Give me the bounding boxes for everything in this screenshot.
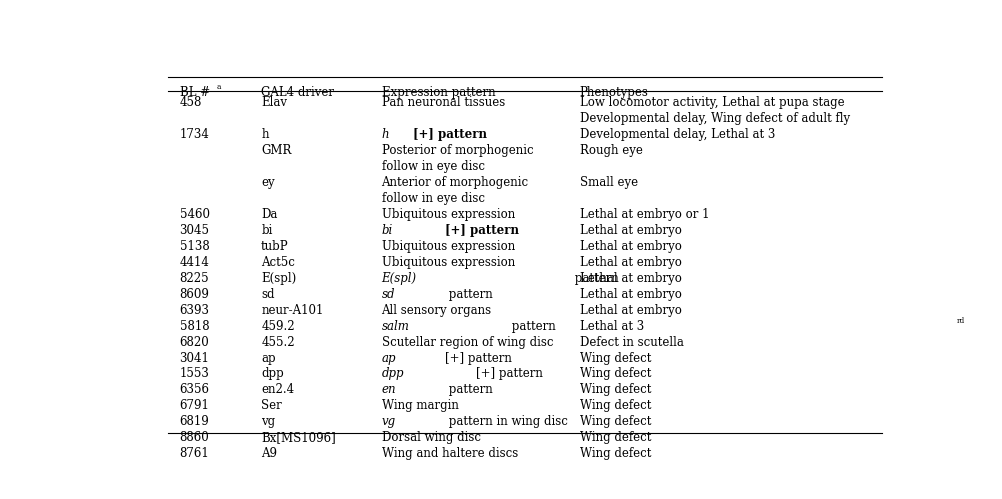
Text: 6791: 6791 — [179, 399, 209, 412]
Text: Wing and haltere discs: Wing and haltere discs — [382, 447, 518, 460]
Text: Ubiquitous expression: Ubiquitous expression — [382, 208, 515, 221]
Text: Ubiquitous expression: Ubiquitous expression — [382, 240, 515, 253]
Text: Scutellar region of wing disc: Scutellar region of wing disc — [382, 335, 553, 349]
Text: rd: rd — [957, 317, 965, 325]
Text: [+] pattern: [+] pattern — [445, 224, 519, 237]
Text: tubP: tubP — [262, 240, 289, 253]
Text: Posterior of morphogenic: Posterior of morphogenic — [382, 144, 533, 157]
Text: Rough eye: Rough eye — [579, 144, 642, 157]
Text: pattern in wing disc: pattern in wing disc — [445, 415, 567, 428]
Text: bi: bi — [382, 224, 393, 237]
Text: Lethal at embryo: Lethal at embryo — [579, 304, 681, 317]
Text: vg: vg — [382, 415, 396, 428]
Text: sd: sd — [262, 288, 275, 301]
Text: 5818: 5818 — [179, 320, 209, 333]
Text: Lethal at 3: Lethal at 3 — [579, 320, 643, 333]
Text: Expression pattern: Expression pattern — [382, 86, 495, 99]
Text: salm: salm — [382, 320, 410, 333]
Text: 5138: 5138 — [179, 240, 209, 253]
Text: 8860: 8860 — [179, 431, 209, 444]
Text: 8761: 8761 — [179, 447, 209, 460]
Text: en2.4: en2.4 — [262, 383, 295, 396]
Text: pattern: pattern — [445, 288, 492, 301]
Text: Defect in scutella: Defect in scutella — [579, 335, 683, 349]
Text: Wing defect: Wing defect — [579, 367, 651, 380]
Text: follow in eye disc: follow in eye disc — [382, 160, 485, 173]
Text: en: en — [382, 383, 396, 396]
Text: GMR: GMR — [262, 144, 292, 157]
Text: Elav: Elav — [262, 96, 288, 109]
Text: 3045: 3045 — [179, 224, 209, 237]
Text: E(spl): E(spl) — [382, 272, 417, 285]
Text: Lethal at embryo: Lethal at embryo — [579, 224, 681, 237]
Text: Small eye: Small eye — [579, 176, 637, 189]
Text: follow in eye disc: follow in eye disc — [382, 192, 485, 205]
Text: Lethal at embryo: Lethal at embryo — [579, 272, 681, 285]
Text: Wing defect: Wing defect — [579, 383, 651, 396]
Text: Ser: Ser — [262, 399, 282, 412]
Text: [+] pattern: [+] pattern — [445, 351, 512, 364]
Text: Da: Da — [262, 208, 278, 221]
Text: 3041: 3041 — [179, 351, 209, 364]
Text: bi: bi — [262, 224, 273, 237]
Text: ap: ap — [382, 351, 396, 364]
Text: 6393: 6393 — [179, 304, 209, 317]
Text: Lethal at embryo: Lethal at embryo — [579, 256, 681, 269]
Text: Low locomotor activity, Lethal at pupa stage: Low locomotor activity, Lethal at pupa s… — [579, 96, 844, 109]
Text: E(spl): E(spl) — [262, 272, 297, 285]
Text: BL #: BL # — [179, 86, 209, 99]
Text: 6356: 6356 — [179, 383, 209, 396]
Text: 8225: 8225 — [179, 272, 209, 285]
Text: instar larva stage: instar larva stage — [1000, 320, 1002, 333]
Text: 4414: 4414 — [179, 256, 209, 269]
Text: 455.2: 455.2 — [262, 335, 295, 349]
Text: GAL4 driver: GAL4 driver — [262, 86, 334, 99]
Text: Ubiquitous expression: Ubiquitous expression — [382, 256, 515, 269]
Text: Wing defect: Wing defect — [579, 351, 651, 364]
Text: [+] pattern: [+] pattern — [413, 128, 487, 141]
Text: h: h — [262, 128, 269, 141]
Text: Wing margin: Wing margin — [382, 399, 458, 412]
Text: Dorsal wing disc: Dorsal wing disc — [382, 431, 481, 444]
Text: All sensory organs: All sensory organs — [382, 304, 492, 317]
Text: sd: sd — [382, 288, 395, 301]
Text: ey: ey — [262, 176, 275, 189]
Text: Wing defect: Wing defect — [579, 447, 651, 460]
Text: Bx[MS1096]: Bx[MS1096] — [262, 431, 336, 444]
Text: Lethal at embryo: Lethal at embryo — [579, 240, 681, 253]
Text: A9: A9 — [262, 447, 278, 460]
Text: Pan neuronal tissues: Pan neuronal tissues — [382, 96, 505, 109]
Text: 1553: 1553 — [179, 367, 209, 380]
Text: pattern: pattern — [508, 320, 555, 333]
Text: Developmental delay, Lethal at 3: Developmental delay, Lethal at 3 — [579, 128, 775, 141]
Text: 6820: 6820 — [179, 335, 209, 349]
Text: dpp: dpp — [262, 367, 284, 380]
Text: 8609: 8609 — [179, 288, 209, 301]
Text: Act5c: Act5c — [262, 256, 295, 269]
Text: pattern: pattern — [445, 383, 492, 396]
Text: neur-A101: neur-A101 — [262, 304, 324, 317]
Text: Wing defect: Wing defect — [579, 415, 651, 428]
Text: pattern: pattern — [571, 272, 618, 285]
Text: 1734: 1734 — [179, 128, 209, 141]
Text: ap: ap — [262, 351, 276, 364]
Text: 459.2: 459.2 — [262, 320, 295, 333]
Text: Wing defect: Wing defect — [579, 399, 651, 412]
Text: dpp: dpp — [382, 367, 404, 380]
Text: [+] pattern: [+] pattern — [476, 367, 543, 380]
Text: h: h — [382, 128, 389, 141]
Text: vg: vg — [262, 415, 276, 428]
Text: Lethal at embryo or 1: Lethal at embryo or 1 — [579, 208, 709, 221]
Text: 458: 458 — [179, 96, 202, 109]
Text: a: a — [216, 83, 221, 91]
Text: Phenotypes: Phenotypes — [579, 86, 648, 99]
Text: 5460: 5460 — [179, 208, 209, 221]
Text: Developmental delay, Wing defect of adult fly: Developmental delay, Wing defect of adul… — [579, 112, 850, 125]
Text: 6819: 6819 — [179, 415, 209, 428]
Text: Wing defect: Wing defect — [579, 431, 651, 444]
Text: Anterior of morphogenic: Anterior of morphogenic — [382, 176, 529, 189]
Text: Lethal at embryo: Lethal at embryo — [579, 288, 681, 301]
